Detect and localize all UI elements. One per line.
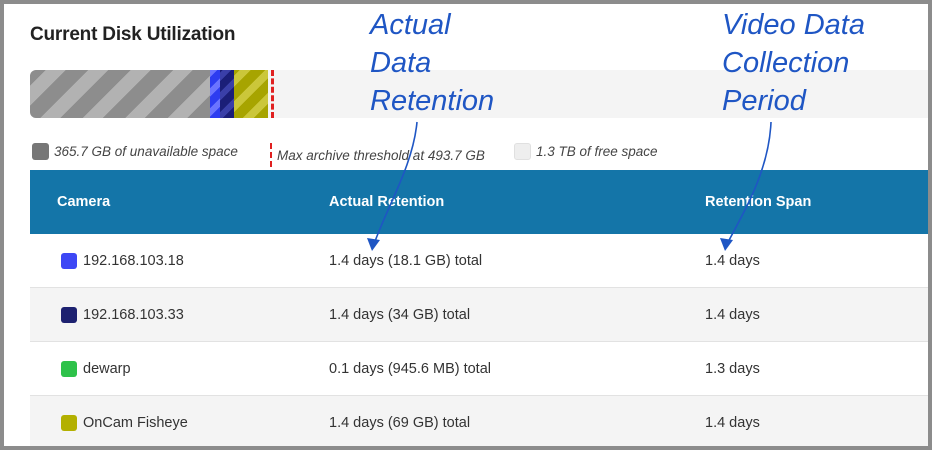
table-row[interactable]: 192.168.103.33 1.4 days (34 GB) total 1.… bbox=[30, 288, 932, 342]
camera-cell: 192.168.103.33 bbox=[57, 288, 184, 341]
camera-color-swatch-icon bbox=[61, 360, 77, 377]
camera-name: 192.168.103.33 bbox=[83, 306, 184, 323]
camera-cell: 192.168.103.18 bbox=[57, 234, 184, 287]
camera-segment-192-168-103-33 bbox=[220, 70, 234, 118]
camera-name: OnCam Fisheye bbox=[83, 414, 188, 431]
legend-free-label: 1.3 TB of free space bbox=[536, 144, 658, 159]
legend-threshold: Max archive threshold at 493.7 GB bbox=[270, 143, 485, 167]
annotation-line: Actual bbox=[370, 9, 451, 41]
camera-segment-192-168-103-18 bbox=[210, 70, 220, 118]
annotation-actual-data-retention: Actual Data Retention bbox=[370, 6, 494, 120]
table-header: Camera Actual Retention Retention Span bbox=[30, 170, 932, 234]
legend-free: 1.3 TB of free space bbox=[514, 143, 658, 160]
threshold-dash-icon bbox=[270, 143, 272, 167]
camera-color-swatch-icon bbox=[61, 252, 77, 269]
unavailable-swatch-icon bbox=[32, 143, 49, 160]
retention-span-cell: 1.4 days bbox=[705, 414, 760, 431]
annotation-line: Collection bbox=[722, 47, 850, 79]
retention-span-cell: 1.4 days bbox=[705, 252, 760, 269]
retention-span-cell: 1.4 days bbox=[705, 306, 760, 323]
legend-unavailable: 365.7 GB of unavailable space bbox=[32, 143, 238, 160]
camera-segment-oncam-fisheye bbox=[234, 70, 268, 118]
unavailable-space-segment bbox=[30, 70, 210, 118]
camera-color-swatch-icon bbox=[61, 306, 77, 323]
retention-span-cell: 1.3 days bbox=[705, 360, 760, 377]
annotation-line: Video Data bbox=[722, 9, 865, 41]
camera-name: dewarp bbox=[83, 360, 131, 377]
camera-cell: OnCam Fisheye bbox=[57, 396, 188, 449]
actual-retention-cell: 1.4 days (18.1 GB) total bbox=[329, 252, 483, 269]
camera-name: 192.168.103.18 bbox=[83, 252, 184, 269]
actual-retention-cell: 0.1 days (945.6 MB) total bbox=[329, 360, 491, 377]
disk-utilization-bar bbox=[30, 70, 932, 118]
table-row[interactable]: dewarp 0.1 days (945.6 MB) total 1.3 day… bbox=[30, 342, 932, 396]
legend-threshold-label: Max archive threshold at 493.7 GB bbox=[277, 147, 485, 163]
free-swatch-icon bbox=[514, 143, 531, 160]
annotation-line: Data bbox=[370, 47, 432, 79]
annotation-video-data-collection-period: Video Data Collection Period bbox=[722, 6, 865, 120]
camera-color-swatch-icon bbox=[61, 414, 77, 431]
table-row[interactable]: 192.168.103.18 1.4 days (18.1 GB) total … bbox=[30, 234, 932, 288]
column-header-camera[interactable]: Camera bbox=[57, 194, 111, 210]
actual-retention-cell: 1.4 days (34 GB) total bbox=[329, 306, 471, 323]
table-row[interactable]: OnCam Fisheye 1.4 days (69 GB) total 1.4… bbox=[30, 396, 932, 450]
camera-retention-table: Camera Actual Retention Retention Span 1… bbox=[30, 170, 932, 450]
max-archive-threshold-marker bbox=[271, 70, 274, 118]
camera-cell: dewarp bbox=[57, 342, 131, 395]
column-header-retention-span[interactable]: Retention Span bbox=[705, 194, 812, 210]
annotation-line: Retention bbox=[370, 85, 495, 117]
actual-retention-cell: 1.4 days (69 GB) total bbox=[329, 414, 471, 431]
annotation-line: Period bbox=[722, 85, 806, 117]
page-title: Current Disk Utilization bbox=[30, 24, 236, 45]
column-header-actual-retention[interactable]: Actual Retention bbox=[329, 194, 445, 210]
legend-unavailable-label: 365.7 GB of unavailable space bbox=[54, 144, 238, 159]
